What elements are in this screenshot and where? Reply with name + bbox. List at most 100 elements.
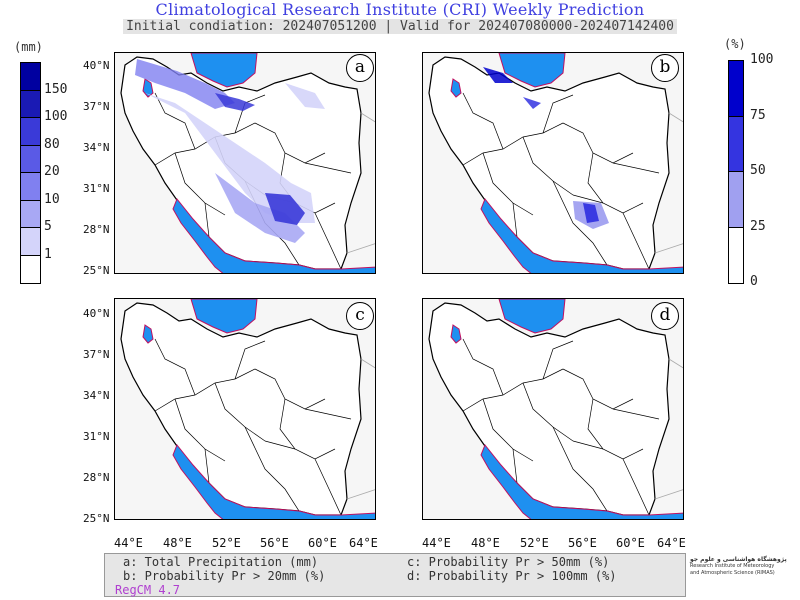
province-border — [174, 398, 226, 462]
province-border — [154, 122, 256, 166]
province-border — [572, 440, 604, 450]
colorbar-swatch — [21, 145, 40, 173]
province-border — [552, 426, 608, 512]
province-border — [462, 122, 564, 166]
colorbar-swatch — [729, 116, 743, 172]
colorbar-label: 1 — [44, 246, 52, 262]
province-border — [204, 448, 210, 484]
lat-label-37-bottom: 37°N — [83, 348, 110, 361]
country-border — [668, 358, 683, 369]
colorbar-swatch — [21, 118, 40, 146]
persian-gulf — [480, 198, 683, 273]
persian-gulf — [172, 198, 375, 273]
lat-label-40-top: 40°N — [83, 59, 110, 72]
caspian-sea — [190, 299, 258, 334]
left-colorbar-unit: (mm) — [14, 40, 43, 54]
province-border — [314, 212, 342, 270]
iran-outline — [428, 56, 670, 270]
colorbar-swatch — [21, 173, 40, 201]
lat-label-28-bottom: 28°N — [83, 471, 110, 484]
precip-zone-zagros — [145, 93, 315, 223]
country-border — [346, 489, 375, 500]
logo-line-persian: پژوهشگاه هواشناسی و علوم جو — [690, 556, 787, 563]
lon-label-48-left: 48°E — [163, 536, 192, 550]
lon-label-56-right: 56°E — [568, 536, 597, 550]
province-border — [542, 94, 574, 134]
logo-line-english-2: and Atmospheric Science (RIMAS) — [690, 570, 775, 576]
country-border — [654, 489, 683, 500]
lat-label-37-top: 37°N — [83, 100, 110, 113]
colorbar-swatch — [729, 227, 743, 283]
lake-urmia — [142, 324, 154, 344]
country-border — [360, 112, 375, 123]
province-border — [154, 92, 196, 150]
precip-zone-northeast — [285, 83, 325, 109]
page-subtitle: Initial condiation: 202407051200 | Valid… — [0, 19, 800, 34]
lat-label-34-bottom: 34°N — [83, 389, 110, 402]
colorbar-label: 10 — [44, 191, 60, 207]
province-border — [462, 368, 564, 412]
prob-zone-north — [483, 67, 513, 83]
caspian-sea — [498, 299, 566, 334]
province-border — [154, 368, 256, 412]
lat-label-40-bottom: 40°N — [83, 307, 110, 320]
province-border — [612, 408, 660, 420]
country-border — [346, 243, 375, 254]
lake-urmia — [450, 78, 462, 98]
province-border — [462, 338, 504, 396]
colorbar-label: 100 — [750, 52, 774, 67]
iran-outline — [428, 302, 670, 516]
colorbar-label: 75 — [750, 107, 766, 123]
persian-gulf — [480, 444, 683, 519]
legend-item-c: c: Probability Pr > 50mm (%) — [407, 555, 610, 569]
province-border — [264, 440, 296, 450]
right-colorbar-unit: (%) — [724, 37, 746, 51]
colorbar-swatch — [729, 172, 743, 228]
precip-zone-south — [215, 173, 305, 243]
persian-gulf — [172, 444, 375, 519]
lon-label-64-right: 64°E — [657, 536, 686, 550]
lon-label-56-left: 56°E — [260, 536, 289, 550]
province-border — [522, 382, 574, 442]
lat-label-31-bottom: 31°N — [83, 430, 110, 443]
country-border — [654, 243, 683, 254]
province-border — [612, 162, 660, 174]
colorbar-label: 5 — [44, 219, 52, 234]
map-panel-a — [114, 52, 376, 274]
subtitle-text: Initial condiation: 202407051200 | Valid… — [123, 19, 677, 34]
prob-core — [583, 203, 599, 223]
province-border — [304, 162, 352, 174]
lon-label-44-left: 44°E — [114, 536, 143, 550]
country-border — [360, 358, 375, 369]
colorbar-swatch — [729, 61, 743, 117]
lat-label-31-top: 31°N — [83, 182, 110, 195]
province-border — [622, 212, 650, 270]
caspian-sea — [498, 53, 566, 88]
lat-label-25-top: 25°N — [83, 264, 110, 277]
lat-label-34-top: 34°N — [83, 141, 110, 154]
colorbar-label: 100 — [44, 109, 68, 124]
map-panel-b — [422, 52, 684, 274]
panel-label-d: d — [651, 302, 679, 330]
lon-label-64-left: 64°E — [349, 536, 378, 550]
province-border — [234, 340, 266, 380]
lon-label-48-right: 48°E — [471, 536, 500, 550]
rimas-logo: پژوهشگاه هواشناسی و علوم جو Research Ins… — [690, 556, 800, 577]
province-border — [552, 180, 608, 266]
lat-label-28-top: 28°N — [83, 223, 110, 236]
province-border — [174, 152, 226, 216]
right-colorbar — [728, 60, 744, 284]
logo-line-english-1: Research Institute of Meteorology — [690, 563, 775, 569]
province-border — [512, 202, 518, 238]
province-border — [512, 448, 518, 484]
province-border — [482, 398, 534, 462]
colorbar-label: 20 — [44, 164, 60, 179]
legend-item-d: d: Probability Pr > 100mm (%) — [407, 569, 617, 583]
colorbar-swatch — [21, 200, 40, 228]
caspian-sea — [190, 53, 258, 88]
colorbar-label: 0 — [750, 274, 758, 289]
panel-label-c: c — [346, 302, 374, 330]
lon-label-52-left: 52°E — [212, 536, 241, 550]
province-border — [304, 408, 352, 420]
province-border — [314, 458, 342, 516]
